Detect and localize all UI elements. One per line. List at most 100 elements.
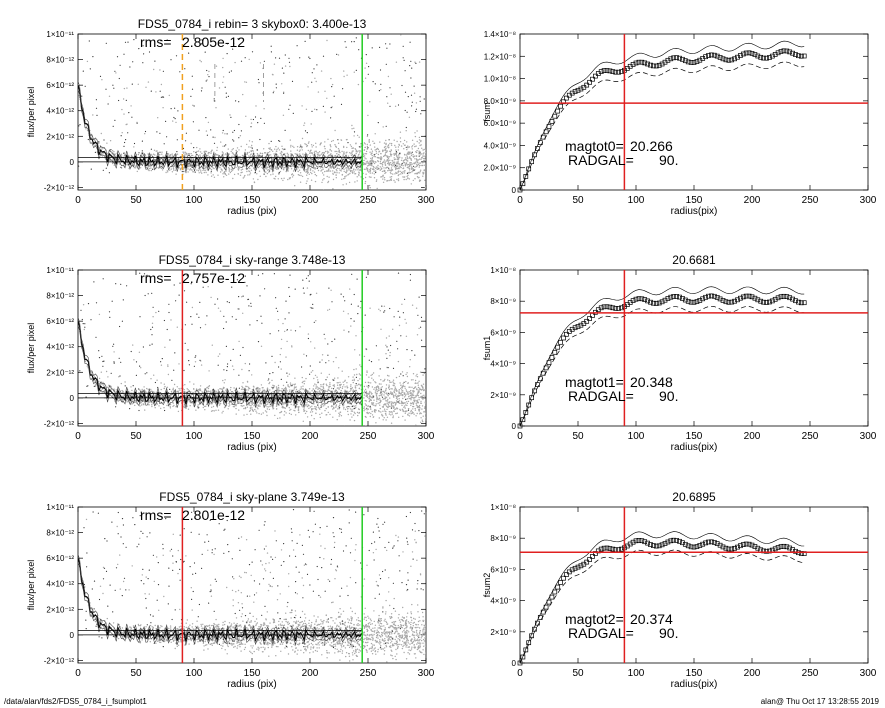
outlier-point [142, 45, 144, 47]
data-point [398, 390, 400, 392]
outlier-point [415, 62, 417, 64]
data-point [296, 149, 299, 151]
data-point [162, 107, 164, 109]
data-point [242, 388, 244, 390]
data-point [229, 171, 232, 174]
data-point [394, 383, 396, 385]
data-point [301, 149, 303, 151]
data-point [326, 390, 329, 392]
data-point [222, 66, 224, 69]
data-point [377, 160, 379, 163]
data-point [309, 306, 312, 309]
data-point [268, 154, 270, 156]
data-point [333, 407, 335, 409]
data-point [349, 152, 351, 154]
data-point [369, 187, 371, 189]
data-point [207, 74, 209, 76]
outlier-point [179, 71, 181, 73]
fsum-point [798, 53, 804, 59]
data-point [340, 170, 342, 172]
outlier-point [379, 46, 381, 49]
outlier-point [199, 157, 201, 159]
data-point [207, 286, 209, 288]
data-point [246, 162, 249, 164]
data-point [414, 145, 416, 148]
data-point [407, 414, 409, 416]
data-point [384, 413, 387, 415]
data-point [151, 405, 153, 408]
data-point [242, 93, 244, 96]
data-point [385, 353, 387, 355]
data-point [346, 382, 348, 384]
data-point [405, 335, 408, 337]
data-point [232, 148, 234, 150]
data-point [264, 171, 266, 173]
data-point [414, 379, 417, 382]
data-point [420, 392, 422, 395]
data-point [187, 153, 190, 155]
data-point [403, 178, 405, 181]
data-point [410, 404, 412, 406]
fsum-point [572, 89, 578, 94]
outlier-point [224, 86, 226, 88]
outlier-point [205, 80, 207, 82]
data-point [243, 176, 245, 178]
data-point [161, 153, 163, 155]
data-point [121, 132, 123, 134]
rms-value: 2.805e-12 [182, 34, 245, 50]
data-point [280, 155, 282, 157]
data-point [287, 384, 289, 386]
data-point [364, 143, 366, 145]
data-point [243, 407, 245, 410]
data-point [363, 155, 366, 157]
data-point [395, 146, 397, 148]
data-point [399, 141, 402, 143]
data-point [371, 373, 373, 376]
data-point [335, 169, 337, 171]
outlier-point [110, 149, 112, 151]
data-point [415, 307, 418, 309]
data-point [212, 174, 214, 176]
data-point [411, 148, 413, 150]
data-point [207, 154, 209, 157]
outlier-point [201, 39, 203, 42]
data-point [385, 160, 387, 162]
data-point [209, 167, 211, 169]
data-point [390, 149, 392, 151]
data-point [294, 185, 296, 187]
data-point [389, 397, 391, 399]
data-point [369, 172, 371, 174]
x-tick-label: 50 [130, 431, 142, 442]
data-point [405, 163, 408, 165]
data-point [315, 146, 317, 148]
data-point [268, 171, 270, 173]
data-point [166, 400, 168, 403]
data-point [222, 410, 224, 413]
data-point [415, 160, 418, 162]
x-tick-label: 200 [302, 431, 319, 442]
data-point [276, 403, 278, 405]
outlier-point [386, 47, 388, 49]
data-point [378, 383, 381, 385]
data-point [201, 152, 203, 155]
data-point [327, 181, 329, 184]
data-point [292, 383, 294, 386]
data-point [233, 173, 236, 176]
data-point [353, 135, 355, 137]
outlier-point [190, 95, 192, 97]
data-point [151, 154, 153, 156]
data-point [395, 168, 397, 171]
data-point [308, 159, 310, 161]
data-point [301, 137, 304, 140]
data-point [418, 166, 420, 168]
data-point [422, 160, 425, 162]
data-point [340, 389, 342, 392]
data-point [365, 390, 368, 392]
data-point [206, 79, 208, 81]
data-point [210, 172, 212, 174]
data-point [159, 153, 161, 156]
data-point [394, 426, 395, 427]
data-point [388, 386, 390, 388]
data-point [148, 167, 151, 170]
outlier-point [210, 129, 212, 131]
